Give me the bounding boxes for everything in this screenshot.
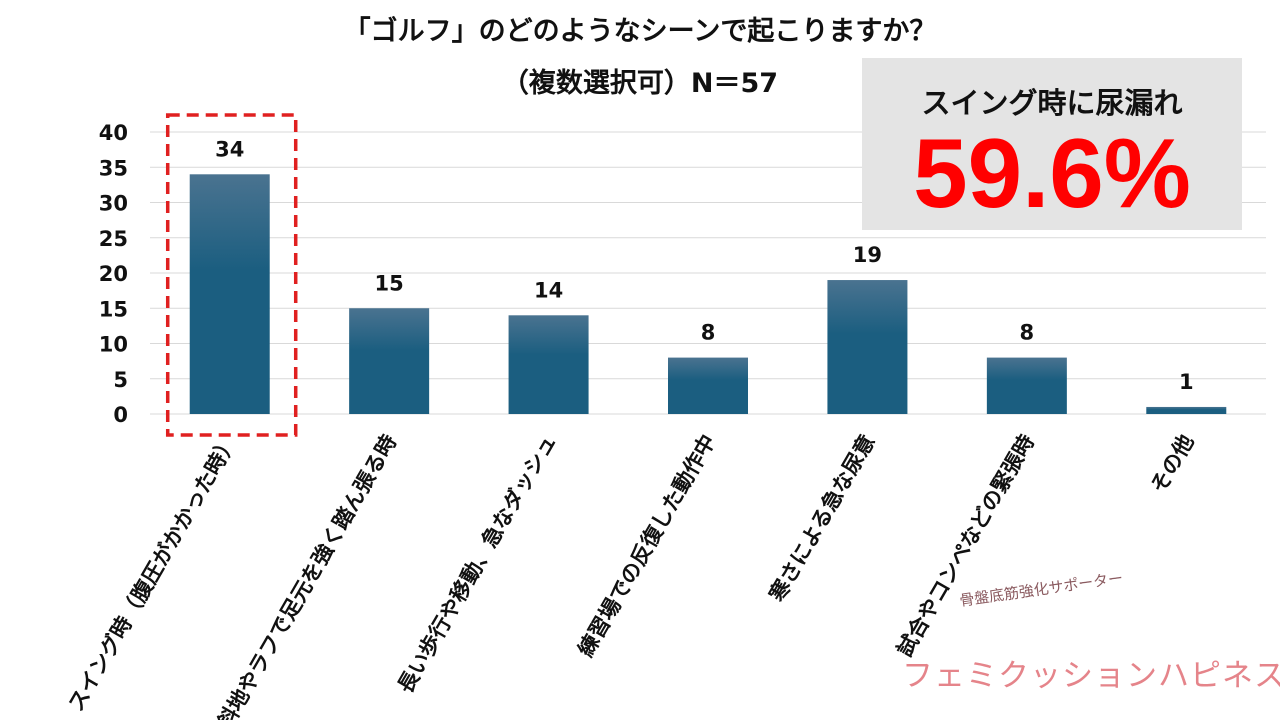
chart-title: 「ゴルフ」のどのようなシーンで起こりますか？	[344, 15, 937, 47]
bar	[668, 357, 748, 414]
callout-label: スイング時に尿漏れ	[921, 86, 1183, 120]
data-label: 14	[534, 278, 563, 302]
y-tick-label: 25	[99, 227, 128, 251]
bar	[508, 315, 589, 414]
y-tick-label: 0	[113, 403, 128, 427]
y-tick-label: 30	[99, 192, 128, 216]
y-tick-label: 35	[99, 156, 128, 180]
brand-logo-text: フェミクッションハピネス	[902, 658, 1280, 694]
data-label: 1	[1179, 370, 1194, 394]
data-label: 19	[853, 243, 882, 267]
y-tick-label: 40	[99, 121, 128, 145]
y-tick-label: 5	[113, 368, 128, 392]
y-tick-label: 15	[99, 297, 128, 321]
category-label: その他	[1146, 431, 1198, 498]
bar	[986, 357, 1067, 414]
category-label: 試合やコンペなどの緊張時	[892, 431, 1039, 661]
callout-value: 59.6%	[913, 118, 1191, 228]
data-label: 8	[1020, 321, 1035, 345]
bar	[1146, 406, 1227, 414]
data-label: 34	[215, 137, 244, 161]
y-tick-label: 20	[99, 262, 128, 286]
bar	[189, 174, 270, 414]
bar	[349, 308, 430, 414]
data-label: 8	[701, 321, 716, 345]
category-label: スイング時（腹圧がかかった時）	[64, 431, 242, 716]
bar	[827, 280, 908, 414]
category-label: 練習場での反復した動作中	[574, 431, 721, 661]
category-label: 寒さによる急な尿意	[765, 431, 880, 606]
data-label: 15	[375, 271, 404, 295]
highlight-callout: スイング時に尿漏れ 59.6%	[862, 58, 1242, 230]
y-tick-label: 10	[99, 333, 128, 357]
category-label: 傾斜地やラフで足元を強く踏ん張る時	[202, 430, 402, 720]
category-label: 長い歩行や移動、急なダッシュ	[393, 431, 561, 698]
highlight-box	[165, 113, 298, 437]
chart-subtitle: （複数選択可）N＝57	[502, 67, 778, 99]
